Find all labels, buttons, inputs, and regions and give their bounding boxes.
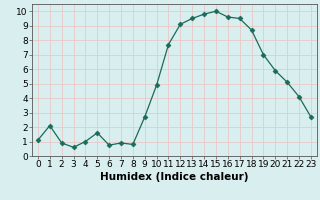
- X-axis label: Humidex (Indice chaleur): Humidex (Indice chaleur): [100, 172, 249, 182]
